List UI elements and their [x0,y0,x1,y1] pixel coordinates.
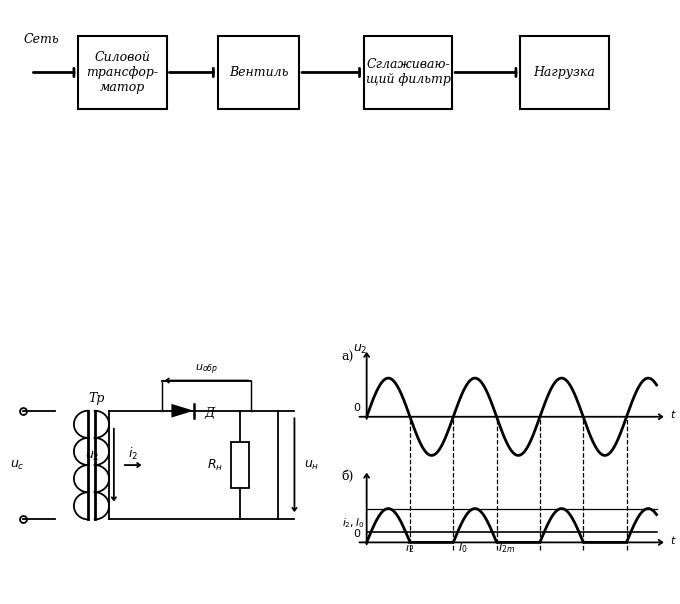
Bar [218,36,299,109]
Text: 0: 0 [353,403,360,413]
Text: а): а) [341,351,354,364]
Text: $R_н$: $R_н$ [207,458,223,472]
Text: Сглаживаю-
щий фильтр: Сглаживаю- щий фильтр [366,59,450,86]
Text: $i_2$: $i_2$ [405,541,415,554]
Text: Силовой
трансфор-
матор: Силовой трансфор- матор [86,51,158,94]
Bar [520,36,609,109]
Bar [78,36,167,109]
Text: $u_{обр}$: $u_{обр}$ [195,363,218,378]
Bar [364,36,452,109]
Text: Д: Д [205,407,215,420]
Text: $u_2$: $u_2$ [353,342,367,356]
Text: $I_0$: $I_0$ [458,541,468,554]
Text: $i_2$: $i_2$ [128,446,138,461]
Text: Нагрузка: Нагрузка [534,66,595,79]
Text: $t$: $t$ [670,408,677,420]
Text: $u_2$: $u_2$ [85,449,99,463]
Polygon shape [171,404,194,417]
Text: $u_c$: $u_c$ [10,458,24,472]
Bar [231,442,249,488]
Text: $I_{2m}$: $I_{2m}$ [498,541,515,554]
Text: $i_2, I_0$: $i_2, I_0$ [341,516,364,530]
Text: 0: 0 [353,528,360,539]
Text: Вентиль: Вентиль [228,66,288,79]
Text: Сеть: Сеть [24,33,59,46]
Text: Тр: Тр [88,391,105,405]
Text: б): б) [341,469,354,483]
Text: $t$: $t$ [670,534,677,546]
Text: $u_н$: $u_н$ [304,458,320,472]
